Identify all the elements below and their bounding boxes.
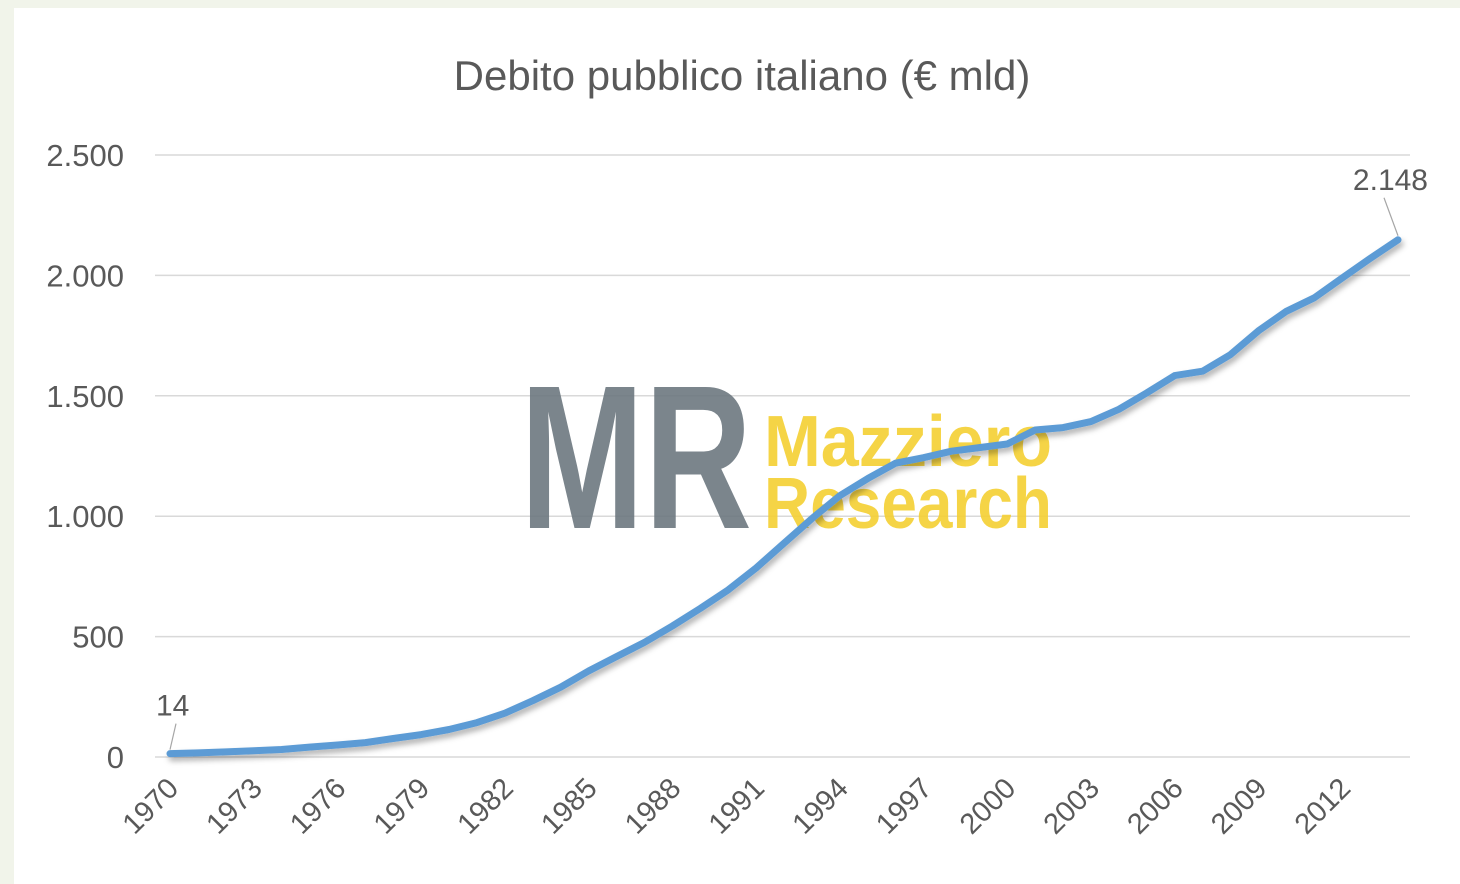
watermark-text: Research xyxy=(764,464,1052,544)
data-label: 2.148 xyxy=(1353,164,1428,197)
data-label: 14 xyxy=(156,690,189,723)
y-tick-label: 0 xyxy=(107,740,124,775)
leader-line xyxy=(169,723,177,750)
y-tick-label: 2.000 xyxy=(46,258,124,293)
line-series xyxy=(166,236,1402,758)
y-tick-label: 1.000 xyxy=(46,499,124,534)
chart-title: Debito pubblico italiano (€ mld) xyxy=(454,52,1031,99)
y-tick-label: 1.500 xyxy=(46,379,124,414)
watermark: MR Mazziero Research xyxy=(520,343,1052,572)
watermark-logo: MR xyxy=(520,343,752,572)
y-tick-label: 500 xyxy=(72,620,124,655)
chart-background xyxy=(14,8,1460,884)
leader-line xyxy=(1383,197,1399,236)
y-tick-label: 2.500 xyxy=(46,138,124,173)
